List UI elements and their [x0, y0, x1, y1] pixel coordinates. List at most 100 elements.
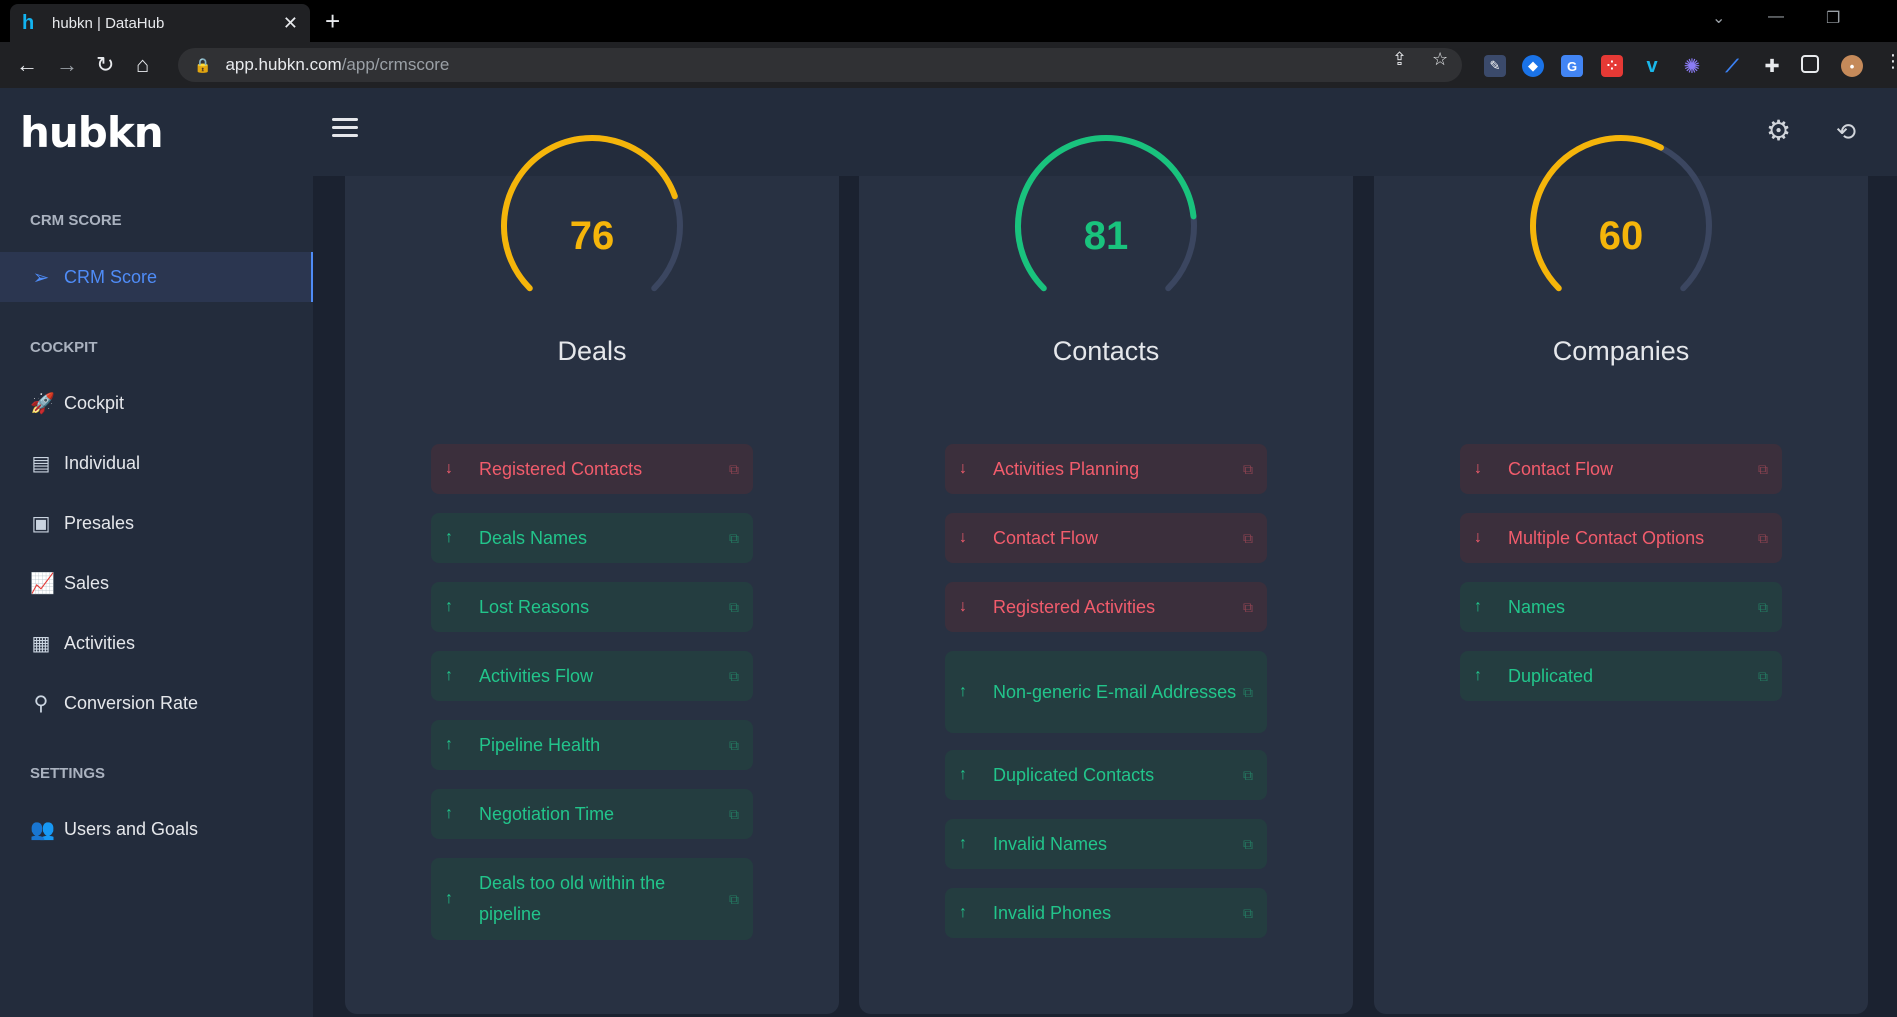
- reload-icon[interactable]: ↻: [96, 52, 115, 77]
- external-link-icon[interactable]: ⧉: [1243, 904, 1253, 921]
- sidebar-item-presales[interactable]: ▣ Presales: [0, 498, 313, 548]
- minimize-icon[interactable]: —: [1768, 8, 1784, 25]
- extension-feather-icon[interactable]: ⟋: [1725, 55, 1739, 76]
- external-link-icon[interactable]: ⧉: [729, 460, 739, 477]
- metric-label: Duplicated Contacts: [993, 764, 1155, 785]
- external-link-icon[interactable]: ⧉: [729, 805, 739, 822]
- score-gauge: [501, 135, 683, 292]
- sales-chart-icon: 📈: [30, 572, 55, 595]
- send-icon: ➢: [32, 266, 50, 289]
- arrow-up-icon: ↑: [445, 529, 453, 546]
- share-icon[interactable]: ⇪: [1392, 49, 1408, 69]
- metric-item[interactable]: ↑ Invalid Names ⧉: [945, 819, 1267, 869]
- metric-item[interactable]: ↑ Invalid Phones ⧉: [945, 888, 1267, 938]
- back-icon[interactable]: ←: [16, 52, 38, 77]
- metric-label: Invalid Phones: [993, 902, 1112, 923]
- new-tab-icon[interactable]: +: [325, 6, 341, 36]
- profile-avatar[interactable]: •: [1841, 55, 1863, 77]
- sidebar-item-conversion-rate[interactable]: ⚲ Conversion Rate: [0, 678, 313, 728]
- external-link-icon[interactable]: ⧉: [1243, 460, 1253, 477]
- sidebar-item-individual[interactable]: ▤ Individual: [0, 438, 313, 488]
- external-link-icon[interactable]: ⧉: [1243, 598, 1253, 615]
- extension-translate-icon[interactable]: G: [1561, 55, 1583, 77]
- external-link-icon[interactable]: ⧉: [729, 736, 739, 753]
- extension-dice-icon[interactable]: ⁘: [1601, 55, 1623, 77]
- metric-item[interactable]: ↓ Contact Flow ⧉: [945, 513, 1267, 563]
- metric-item[interactable]: ↑ Pipeline Health ⧉: [431, 720, 753, 770]
- external-link-icon[interactable]: ⧉: [729, 598, 739, 615]
- settings-gear-icon[interactable]: ⚙: [1766, 115, 1792, 146]
- bookmark-star-icon[interactable]: ☆: [1432, 49, 1449, 69]
- metric-item[interactable]: ↓ Registered Activities ⧉: [945, 582, 1267, 632]
- browser-toolbar: ← → ↻ ⌂ 🔒 app.hubkn.com/app/crmscore ⇪ ☆…: [0, 42, 1897, 88]
- card-title: Deals: [557, 336, 627, 366]
- sidebar-item-cockpit[interactable]: 🚀 Cockpit: [0, 378, 313, 428]
- metric-label: Non-generic E-mail Addresses: [993, 681, 1237, 702]
- sidebar-item-users-and-goals[interactable]: 👥 Users and Goals: [0, 804, 313, 854]
- arrow-up-icon: ↑: [959, 835, 967, 852]
- metric-item[interactable]: ↑ Names ⧉: [1460, 582, 1782, 632]
- hubkn-logo[interactable]: hubkn: [20, 108, 164, 157]
- metric-item[interactable]: ↓ Multiple Contact Options ⧉: [1460, 513, 1782, 563]
- external-link-icon[interactable]: ⧉: [729, 529, 739, 546]
- metric-item[interactable]: ↑ Non-generic E-mail Addresses ⧉: [945, 651, 1267, 733]
- external-link-icon[interactable]: ⧉: [1758, 529, 1768, 546]
- forward-icon[interactable]: →: [56, 52, 78, 77]
- external-link-icon[interactable]: ⧉: [1758, 667, 1768, 684]
- restore-icon[interactable]: ❐: [1826, 10, 1841, 27]
- external-link-icon[interactable]: ⧉: [1243, 683, 1253, 700]
- metric-label: Contact Flow: [1508, 458, 1614, 479]
- external-link-icon[interactable]: ⧉: [729, 667, 739, 684]
- metric-item[interactable]: ↓ Activities Planning ⧉: [945, 444, 1267, 494]
- logout-icon[interactable]: ⟲: [1836, 119, 1857, 146]
- sidebar-item-label: Cockpit: [64, 392, 125, 413]
- sidebar-section-settings: SETTINGS: [30, 765, 106, 782]
- gauge-fill: [1530, 135, 1664, 292]
- sidebar-item-label: Sales: [64, 572, 110, 593]
- metric-item[interactable]: ↓ Registered Contacts ⧉: [431, 444, 753, 494]
- sidebar-section-cockpit: COCKPIT: [30, 339, 98, 356]
- tab-search-icon[interactable]: ⌄: [1712, 10, 1726, 27]
- magnifier-icon: ⚲: [33, 692, 49, 715]
- side-panel-icon[interactable]: [1801, 55, 1819, 73]
- arrow-down-icon: ↓: [445, 460, 453, 477]
- external-link-icon[interactable]: ⧉: [729, 890, 739, 907]
- metric-item[interactable]: ↑ Negotiation Time ⧉: [431, 789, 753, 839]
- external-link-icon[interactable]: ⧉: [1758, 460, 1768, 477]
- tab-close-icon[interactable]: ✕: [282, 12, 298, 33]
- sidebar-item-sales[interactable]: 📈 Sales: [0, 558, 313, 608]
- home-icon[interactable]: ⌂: [136, 52, 150, 77]
- extension-vimeo-icon[interactable]: v: [1646, 54, 1658, 77]
- extensions-puzzle-icon[interactable]: ✚: [1764, 55, 1780, 76]
- sidebar-item-crm-score[interactable]: ➢ CRM Score: [0, 252, 313, 302]
- metric-item[interactable]: ↑ Duplicated ⧉: [1460, 651, 1782, 701]
- gauge-fill: [501, 135, 678, 292]
- external-link-icon[interactable]: ⧉: [1243, 529, 1253, 546]
- external-link-icon[interactable]: ⧉: [1243, 766, 1253, 783]
- metric-label: Activities Planning: [993, 458, 1140, 479]
- external-link-icon[interactable]: ⧉: [1758, 598, 1768, 615]
- arrow-up-icon: ↑: [959, 683, 967, 700]
- external-link-icon[interactable]: ⧉: [1243, 835, 1253, 852]
- card-title: Contacts: [1052, 336, 1160, 366]
- sidebar-item-label: Activities: [64, 632, 136, 653]
- metric-item[interactable]: ↓ Contact Flow ⧉: [1460, 444, 1782, 494]
- metric-item[interactable]: ↑ Activities Flow ⧉: [431, 651, 753, 701]
- sidebar-section-crm-score: CRM SCORE: [30, 212, 122, 229]
- extension-drop-icon[interactable]: ◆: [1522, 55, 1544, 77]
- sidebar-item-activities[interactable]: ▦ Activities: [0, 618, 313, 668]
- arrow-down-icon: ↓: [959, 460, 967, 477]
- sidebar-toggle-icon[interactable]: [332, 118, 358, 140]
- metric-item[interactable]: ↑ Duplicated Contacts ⧉: [945, 750, 1267, 800]
- metric-label: Invalid Names: [993, 833, 1108, 854]
- metric-item[interactable]: ↑ Deals too old within the pipeline ⧉: [431, 858, 753, 940]
- address-bar[interactable]: 🔒 app.hubkn.com/app/crmscore: [178, 48, 1462, 82]
- score-card-deals: 76 Deals ↓ Registered Contacts ⧉ ↑ Deals Names…: [345, 135, 839, 1014]
- metric-item[interactable]: ↑ Deals Names ⧉: [431, 513, 753, 563]
- browser-menu-icon[interactable]: ⋮: [1884, 51, 1897, 71]
- browser-tab[interactable]: h hubkn | DataHub ✕: [10, 4, 310, 42]
- metric-item[interactable]: ↑ Lost Reasons ⧉: [431, 582, 753, 632]
- extension-pen-icon[interactable]: ✎: [1484, 55, 1506, 77]
- extension-spark-icon[interactable]: ✺: [1683, 55, 1701, 78]
- sidebar-item-label: Conversion Rate: [64, 692, 199, 713]
